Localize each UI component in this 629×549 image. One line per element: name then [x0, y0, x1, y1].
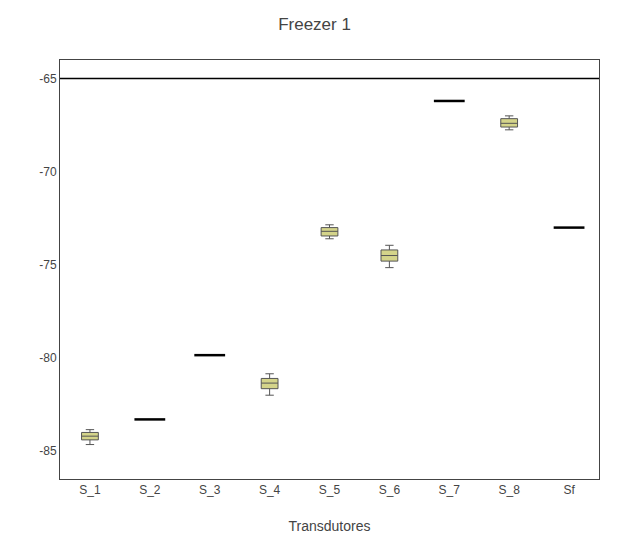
svg-text:S_4: S_4 [259, 483, 281, 497]
svg-text:S_5: S_5 [319, 483, 341, 497]
svg-text:-85: -85 [39, 444, 57, 458]
svg-text:Sf: Sf [563, 483, 575, 497]
svg-text:Transdutores: Transdutores [289, 518, 371, 534]
svg-text:S_7: S_7 [439, 483, 461, 497]
svg-text:S_8: S_8 [498, 483, 520, 497]
svg-text:S_6: S_6 [379, 483, 401, 497]
svg-text:S_2: S_2 [139, 483, 161, 497]
svg-text:Freezer 1: Freezer 1 [278, 15, 351, 34]
svg-text:-80: -80 [39, 351, 57, 365]
svg-text:-70: -70 [39, 165, 57, 179]
svg-text:-75: -75 [39, 258, 57, 272]
svg-text:-65: -65 [39, 72, 57, 86]
svg-text:S_3: S_3 [199, 483, 221, 497]
svg-text:S_1: S_1 [79, 483, 101, 497]
